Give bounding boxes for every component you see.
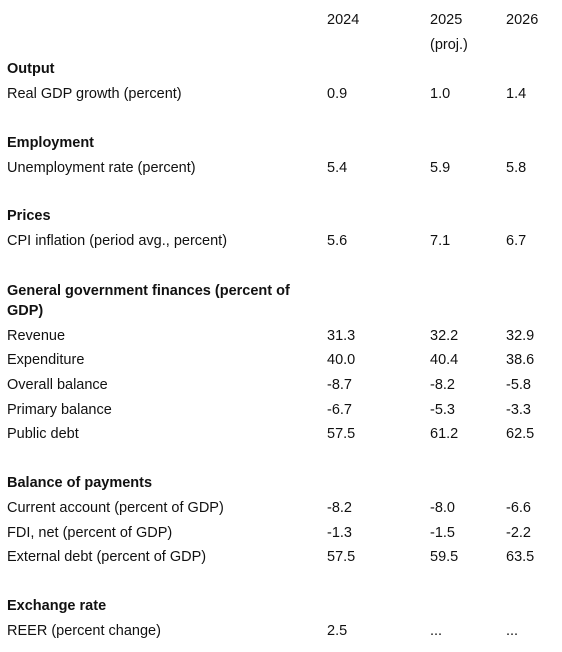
col-header-2025-note: (proj.) bbox=[430, 37, 468, 53]
cell-2026: ... bbox=[506, 623, 519, 639]
cell-2024: -1.3 bbox=[327, 525, 352, 541]
cell-2025: 32.2 bbox=[430, 328, 459, 344]
cell-2025: ... bbox=[430, 623, 443, 639]
section-title-output: Output bbox=[7, 61, 55, 77]
cell-2026: -6.6 bbox=[506, 500, 531, 516]
cell-2024: -6.7 bbox=[327, 402, 352, 418]
cell-2026: 5.8 bbox=[506, 160, 527, 176]
row-label: Public debt bbox=[7, 426, 79, 442]
cell-2024: 2.5 bbox=[327, 623, 348, 639]
cell-2024: 57.5 bbox=[327, 426, 356, 442]
cell-2026: 62.5 bbox=[506, 426, 535, 442]
cell-2025: -8.0 bbox=[430, 500, 455, 516]
cell-2026: -2.2 bbox=[506, 525, 531, 541]
cell-2026: 6.7 bbox=[506, 233, 527, 249]
cell-2025: 59.5 bbox=[430, 549, 459, 565]
cell-2024: 31.3 bbox=[327, 328, 356, 344]
row-label: REER (percent change) bbox=[7, 623, 161, 639]
row-label: Primary balance bbox=[7, 402, 112, 418]
section-title-employment: Employment bbox=[7, 135, 95, 151]
col-header-2024: 2024 bbox=[327, 12, 360, 28]
row-label: External debt (percent of GDP) bbox=[7, 549, 207, 565]
cell-2024: -8.7 bbox=[327, 377, 352, 393]
row-label: Revenue bbox=[7, 328, 66, 344]
row-label: Current account (percent of GDP) bbox=[7, 500, 224, 516]
cell-2024: 0.9 bbox=[327, 86, 348, 102]
cell-2024: 40.0 bbox=[327, 352, 356, 368]
row-label: Overall balance bbox=[7, 377, 108, 393]
section-title-government: General government finances (percent of … bbox=[7, 283, 290, 319]
cell-2024: 5.4 bbox=[327, 160, 348, 176]
cell-2024: 57.5 bbox=[327, 549, 356, 565]
cell-2025: -8.2 bbox=[430, 377, 455, 393]
cell-2024: 5.6 bbox=[327, 233, 348, 249]
cell-2025: 61.2 bbox=[430, 426, 459, 442]
cell-2025: 40.4 bbox=[430, 352, 459, 368]
row-label: FDI, net (percent of GDP) bbox=[7, 525, 173, 541]
cell-2025: -5.3 bbox=[430, 402, 455, 418]
section-title-exchange: Exchange rate bbox=[7, 598, 107, 614]
cell-2025: 1.0 bbox=[430, 86, 451, 102]
row-label: Real GDP growth (percent) bbox=[7, 86, 182, 102]
row-label: CPI inflation (period avg., percent) bbox=[7, 233, 228, 249]
row-label: Expenditure bbox=[7, 352, 85, 368]
cell-2024: -8.2 bbox=[327, 500, 352, 516]
col-header-2025: 2025 bbox=[430, 12, 463, 28]
cell-2025: -1.5 bbox=[430, 525, 455, 541]
section-title-prices: Prices bbox=[7, 208, 51, 224]
section-title-bop: Balance of payments bbox=[7, 475, 153, 491]
cell-2026: 38.6 bbox=[506, 352, 535, 368]
cell-2025: 5.9 bbox=[430, 160, 451, 176]
row-label: Unemployment rate (percent) bbox=[7, 160, 196, 176]
cell-2026: 63.5 bbox=[506, 549, 535, 565]
col-header-2026: 2026 bbox=[506, 12, 539, 28]
cell-2026: -3.3 bbox=[506, 402, 531, 418]
cell-2026: -5.8 bbox=[506, 377, 531, 393]
cell-2026: 1.4 bbox=[506, 86, 527, 102]
cell-2025: 7.1 bbox=[430, 233, 451, 249]
cell-2026: 32.9 bbox=[506, 328, 535, 344]
